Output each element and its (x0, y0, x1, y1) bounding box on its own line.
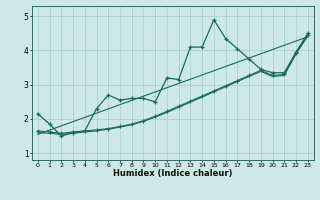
X-axis label: Humidex (Indice chaleur): Humidex (Indice chaleur) (113, 169, 233, 178)
